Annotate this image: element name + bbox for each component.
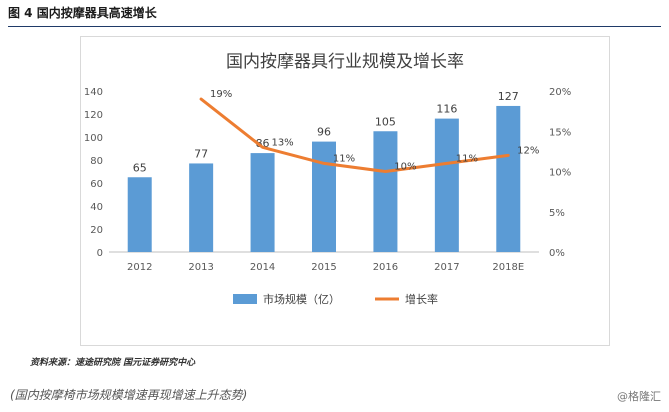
bar-market-size (189, 163, 214, 252)
chart-title: 国内按摩器具行业规模及增长率 (226, 52, 464, 72)
figure-caption: (国内按摩椅市场规模增速再现增速上升态势) (10, 388, 248, 402)
growth-value-label: 11% (456, 153, 478, 164)
y-right-tick-label: 5% (549, 208, 565, 219)
bar-market-size (127, 177, 152, 252)
x-tick-label: 2014 (250, 262, 275, 273)
bar-value-label: 96 (317, 126, 331, 139)
bar-value-label: 77 (194, 147, 208, 160)
y-left-tick-label: 100 (84, 133, 103, 144)
bar-market-size (373, 131, 398, 252)
x-tick-label: 2016 (373, 262, 398, 273)
x-tick-label: 2013 (188, 262, 213, 273)
bar-market-size (496, 105, 521, 252)
y-left-tick-label: 40 (90, 202, 103, 213)
growth-value-label: 13% (271, 137, 293, 148)
bar-value-label: 105 (375, 115, 396, 128)
figure-header: 图 4 国内按摩器具高速增长 (8, 4, 661, 27)
y-left-tick-label: 120 (84, 110, 103, 121)
legend-label-market-size: 市场规模（亿） (263, 292, 340, 306)
watermark: @格隆汇 (617, 390, 661, 403)
growth-value-label: 12% (517, 145, 539, 156)
y-left-tick-label: 20 (90, 225, 103, 236)
bar-value-label: 127 (498, 90, 519, 103)
x-tick-label: 2018E (492, 262, 524, 273)
y-left-tick-label: 60 (90, 179, 103, 190)
chart-container: 国内按摩器具行业规模及增长率 0 20 40 60 80 100 120 140 0% 5% 10… (80, 36, 610, 346)
bar-market-size (434, 118, 459, 252)
y-right-tick-label: 20% (549, 87, 571, 98)
source-note: 资料来源：速途研究院 国元证券研究中心 (30, 358, 196, 368)
y-right-tick-label: 10% (549, 168, 571, 179)
legend-swatch-bar (233, 294, 257, 304)
y-left-tick-label: 140 (84, 87, 103, 98)
chart-svg: 国内按摩器具行业规模及增长率 0 20 40 60 80 100 120 140 0% 5% 10… (84, 52, 571, 306)
growth-value-label: 10% (394, 162, 416, 173)
bar-market-size (250, 153, 275, 252)
x-tick-label: 2015 (311, 262, 336, 273)
x-tick-label: 2012 (127, 262, 152, 273)
y-right-tick-label: 15% (549, 127, 571, 138)
bar-value-label: 65 (133, 161, 147, 174)
y-right-tick-label: 0% (549, 248, 565, 259)
bar-value-label: 116 (436, 103, 457, 116)
growth-value-label: 11% (333, 153, 355, 164)
y-left-tick-label: 80 (90, 156, 103, 167)
x-tick-label: 2017 (434, 262, 459, 273)
growth-rate-line (199, 97, 510, 173)
legend-label-growth-rate: 增长率 (405, 292, 438, 306)
growth-value-label: 19% (210, 89, 232, 100)
y-left-tick-label: 0 (97, 248, 103, 259)
